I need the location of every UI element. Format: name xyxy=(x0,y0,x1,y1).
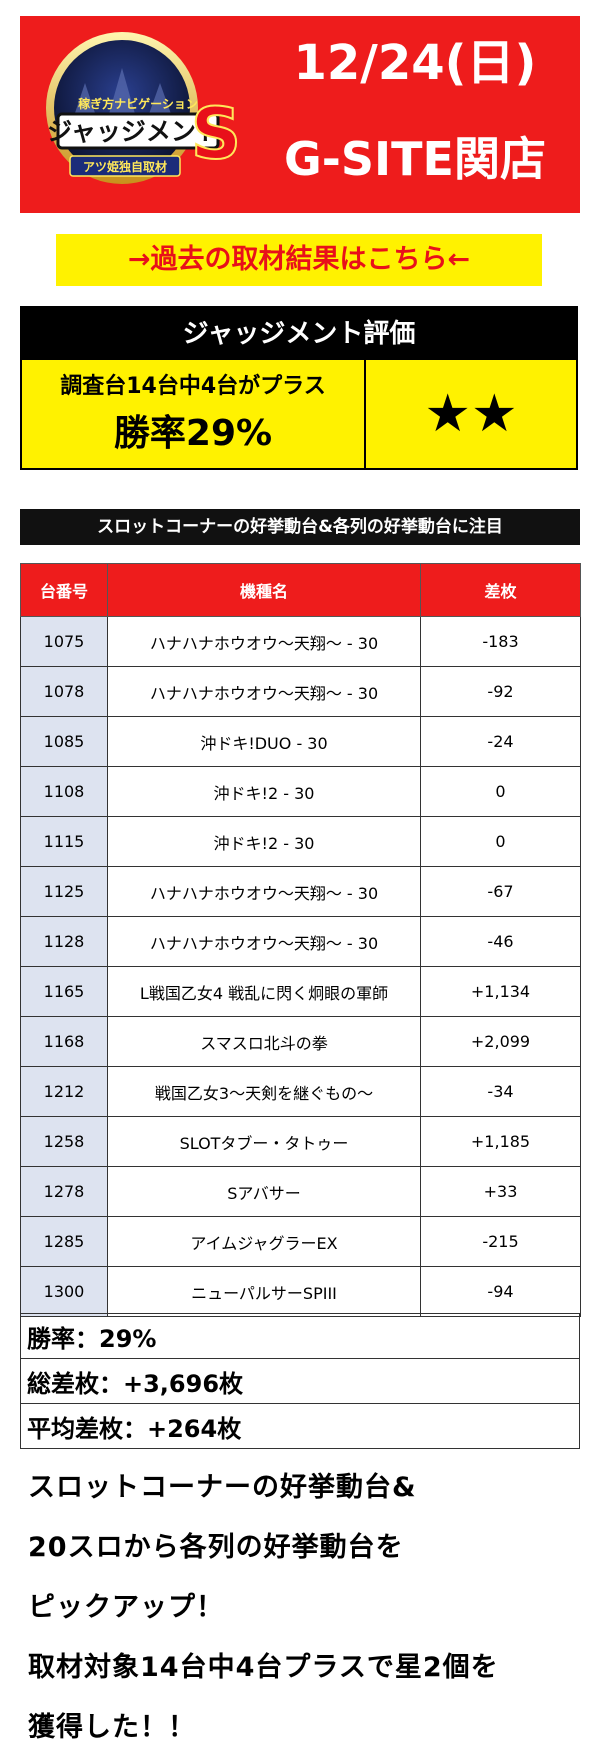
judgement-box: ジャッジメント評価 調査台14台中4台がプラス 勝率29% ★★ xyxy=(20,306,578,470)
logo-small-text: 稼ぎ方ナビゲーション xyxy=(78,96,198,111)
model-cell: 沖ドキ!2 - 30 xyxy=(107,816,421,867)
footer-line: ピックアップ！ xyxy=(28,1592,224,1623)
logo-letter-s: S xyxy=(191,93,240,175)
model-cell: スマスロ北斗の拳 xyxy=(107,1016,421,1067)
table-row: 1300 ニューパルサーSPIII -94 xyxy=(20,1266,581,1317)
diff-cell: +2,099 xyxy=(420,1016,581,1067)
judgement-win-rate: 勝率29% xyxy=(113,413,273,454)
past-results-link[interactable]: →過去の取材結果はこちら← xyxy=(56,234,542,286)
table-row: 1115 沖ドキ!2 - 30 0 xyxy=(20,816,581,867)
summary-row: 勝率：29% xyxy=(20,1313,580,1359)
diff-cell: -92 xyxy=(420,666,581,717)
event-date: 12/24(日) xyxy=(293,35,537,91)
machine-no-cell: 1125 xyxy=(20,866,108,917)
model-cell: ニューパルサーSPIII xyxy=(107,1266,421,1317)
table-row: 1128 ハナハナホウオウ～天翔～ - 30 -46 xyxy=(20,916,581,967)
table-row: 1078 ハナハナホウオウ～天翔～ - 30 -92 xyxy=(20,666,581,717)
header-machine-no: 台番号 xyxy=(20,563,108,617)
header-banner: 稼ぎ方ナビゲーション ジャッジメント S アツ姫独自取材 12/24(日) G-… xyxy=(20,16,580,213)
machine-no-cell: 1300 xyxy=(20,1266,108,1317)
summary-table: 勝率：29% 総差枚：+3,696枚 平均差枚：+264枚 xyxy=(20,1313,580,1449)
table-row: 1075 ハナハナホウオウ～天翔～ - 30 -183 xyxy=(20,616,581,667)
diff-cell: -34 xyxy=(420,1066,581,1117)
diff-cell: -183 xyxy=(420,616,581,667)
corner-banner: スロットコーナーの好挙動台&各列の好挙動台に注目 xyxy=(20,509,580,545)
machine-no-cell: 1078 xyxy=(20,666,108,717)
footer-line: スロットコーナーの好挙動台& xyxy=(28,1472,417,1503)
model-cell: 沖ドキ!2 - 30 xyxy=(107,766,421,817)
store-name: G-SITE関店 xyxy=(284,132,546,186)
summary-row: 平均差枚：+264枚 xyxy=(20,1403,580,1449)
judgement-logo: 稼ぎ方ナビゲーション ジャッジメント S アツ姫独自取材 xyxy=(30,28,240,200)
diff-cell: +33 xyxy=(420,1166,581,1217)
logo-emblem: 稼ぎ方ナビゲーション ジャッジメント S アツ姫独自取材 xyxy=(46,32,240,184)
logo-main-text: ジャッジメント xyxy=(47,117,221,146)
table-row: 1125 ハナハナホウオウ～天翔～ - 30 -67 xyxy=(20,866,581,917)
table-row: 1108 沖ドキ!2 - 30 0 xyxy=(20,766,581,817)
table-row: 1165 L戦国乙女4 戦乱に閃く炯眼の軍師 +1,134 xyxy=(20,966,581,1017)
judgement-heading: ジャッジメント評価 xyxy=(22,308,576,360)
table-header-row: 台番号 機種名 差枚 xyxy=(20,563,581,617)
machine-no-cell: 1108 xyxy=(20,766,108,817)
model-cell: L戦国乙女4 戦乱に閃く炯眼の軍師 xyxy=(107,966,421,1017)
machine-no-cell: 1075 xyxy=(20,616,108,667)
table-row: 1085 沖ドキ!DUO - 30 -24 xyxy=(20,716,581,767)
machine-no-cell: 1128 xyxy=(20,916,108,967)
machine-no-cell: 1165 xyxy=(20,966,108,1017)
model-cell: 沖ドキ!DUO - 30 xyxy=(107,716,421,767)
footer-line: 取材対象14台中4台プラスで星2個を xyxy=(28,1652,499,1683)
footer-line: 20スロから各列の好挙動台を xyxy=(28,1532,404,1563)
machine-no-cell: 1258 xyxy=(20,1116,108,1167)
diff-cell: -94 xyxy=(420,1266,581,1317)
table-row: 1212 戦国乙女3～天剣を継ぐもの～ -34 xyxy=(20,1066,581,1117)
diff-cell: 0 xyxy=(420,766,581,817)
header-diff: 差枚 xyxy=(420,563,581,617)
machine-no-cell: 1115 xyxy=(20,816,108,867)
table-row: 1258 SLOTタブー・タトゥー +1,185 xyxy=(20,1116,581,1167)
summary-total: 総差枚：+3,696枚 xyxy=(20,1358,580,1404)
table-row: 1168 スマスロ北斗の拳 +2,099 xyxy=(20,1016,581,1067)
footer-text: スロットコーナーの好挙動台& 20スロから各列の好挙動台を ピックアップ！ 取材… xyxy=(28,1458,578,1758)
judgement-stars: ★★ xyxy=(366,360,576,468)
diff-cell: -67 xyxy=(420,866,581,917)
results-table: 台番号 機種名 差枚 1075 ハナハナホウオウ～天翔～ - 30 -183 1078… xyxy=(20,563,581,1317)
summary-row: 総差枚：+3,696枚 xyxy=(20,1358,580,1404)
diff-cell: -215 xyxy=(420,1216,581,1267)
machine-no-cell: 1278 xyxy=(20,1166,108,1217)
model-cell: Sアバサー xyxy=(107,1166,421,1217)
judgement-body: 調査台14台中4台がプラス 勝率29% ★★ xyxy=(22,360,576,468)
table-row: 1278 Sアバサー +33 xyxy=(20,1166,581,1217)
diff-cell: 0 xyxy=(420,816,581,867)
model-cell: ハナハナホウオウ～天翔～ - 30 xyxy=(107,666,421,717)
model-cell: 戦国乙女3～天剣を継ぐもの～ xyxy=(107,1066,421,1117)
model-cell: ハナハナホウオウ～天翔～ - 30 xyxy=(107,616,421,667)
header-model: 機種名 xyxy=(107,563,421,617)
model-cell: ハナハナホウオウ～天翔～ - 30 xyxy=(107,866,421,917)
model-cell: SLOTタブー・タトゥー xyxy=(107,1116,421,1167)
footer-line: 獲得した！！ xyxy=(28,1712,196,1743)
diff-cell: -46 xyxy=(420,916,581,967)
model-cell: アイムジャグラーEX xyxy=(107,1216,421,1267)
judgement-summary: 調査台14台中4台がプラス xyxy=(60,374,326,399)
table-row: 1285 アイムジャグラーEX -215 xyxy=(20,1216,581,1267)
diff-cell: +1,185 xyxy=(420,1116,581,1167)
diff-cell: -24 xyxy=(420,716,581,767)
machine-no-cell: 1212 xyxy=(20,1066,108,1117)
summary-win-rate: 勝率：29% xyxy=(20,1313,580,1359)
machine-no-cell: 1085 xyxy=(20,716,108,767)
logo-sub-text: アツ姫独自取材 xyxy=(83,159,167,174)
judgement-result: 調査台14台中4台がプラス 勝率29% xyxy=(22,360,366,468)
diff-cell: +1,134 xyxy=(420,966,581,1017)
machine-no-cell: 1285 xyxy=(20,1216,108,1267)
model-cell: ハナハナホウオウ～天翔～ - 30 xyxy=(107,916,421,967)
machine-no-cell: 1168 xyxy=(20,1016,108,1067)
summary-average: 平均差枚：+264枚 xyxy=(20,1403,580,1449)
